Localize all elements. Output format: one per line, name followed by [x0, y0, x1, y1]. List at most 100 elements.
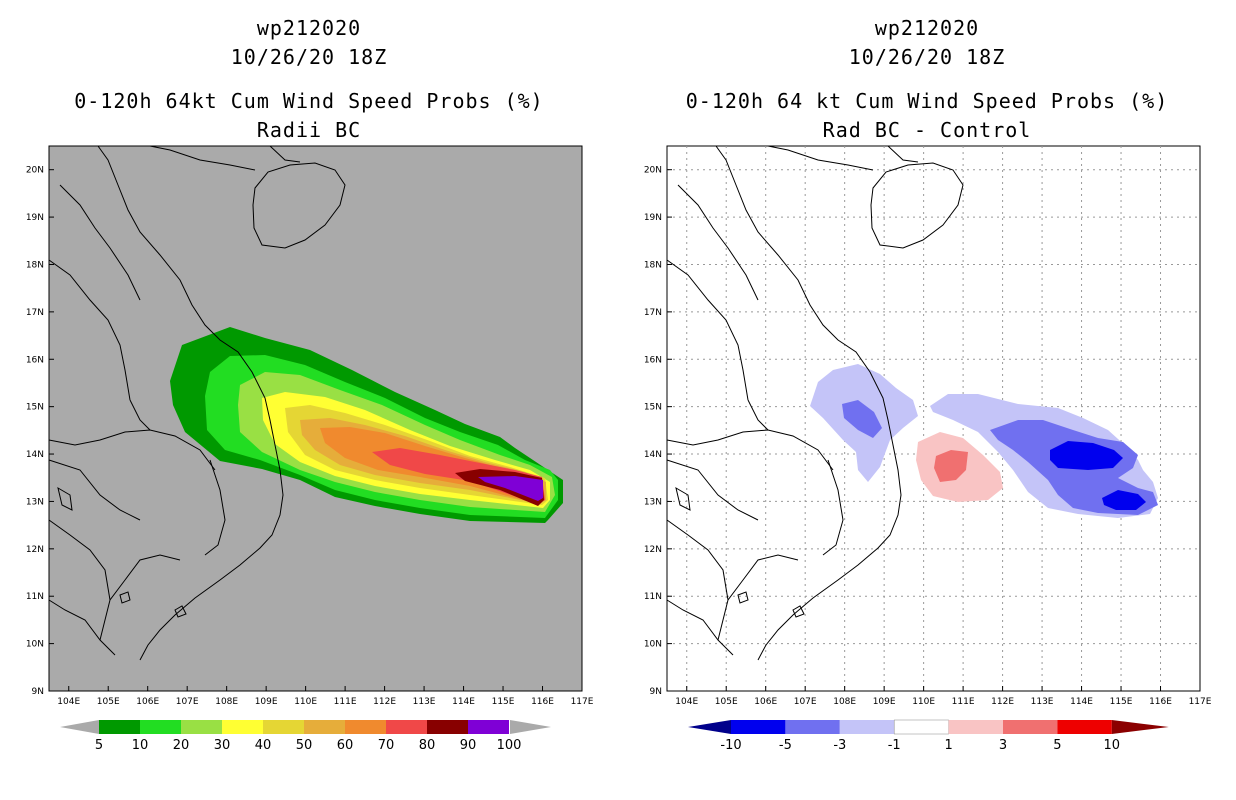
- right-colorbar-labels: -10 -5 -3 -1 1 3 5 10: [720, 738, 1120, 753]
- diff-neg5-east-upper: [1050, 441, 1123, 470]
- lat-tick-label: 16N: [26, 355, 44, 365]
- right-difference-contours: [810, 364, 1158, 518]
- left-colorbar-label: 30: [214, 738, 231, 753]
- left-axis-labels: 104E 105E 106E 107E 108E 109E 110E 111E 112E 113E…: [26, 166, 594, 707]
- lat-tick-label: 9N: [650, 687, 662, 697]
- coastline-segment: [252, 162, 346, 249]
- left-colorbar-label: 60: [337, 738, 354, 753]
- coastline-segment: [174, 605, 187, 618]
- left-map: 104E 105E 106E 107E 108E 109E 110E 111E 112E 113E…: [26, 145, 594, 753]
- lon-tick-label: 110E: [912, 697, 935, 707]
- lat-tick-label: 19N: [26, 213, 44, 223]
- left-colorbar-label: 40: [255, 738, 272, 753]
- coastline-segment: [57, 486, 73, 511]
- right-colorbar-label: 3: [999, 738, 1007, 753]
- coastline-segment: [269, 145, 301, 163]
- coastline-segment: [48, 599, 116, 656]
- left-colorbar-boxes: [99, 720, 509, 734]
- right-map-background: [666, 145, 1201, 692]
- lon-tick-label: 116E: [1149, 697, 1172, 707]
- right-colorbar-label: -10: [720, 738, 741, 753]
- lat-tick-label: 10N: [26, 640, 44, 650]
- contour-90: [478, 476, 543, 501]
- left-colorbar-labels: 5 10 20 30 40 50 60 70 80 90 100: [95, 738, 522, 753]
- left-datetime: 10/26/20 18Z: [230, 45, 388, 69]
- coastline-segment: [870, 162, 964, 249]
- coastline-segment: [666, 429, 834, 471]
- right-colorbar-box: [785, 720, 840, 734]
- coastline-segment: [666, 519, 729, 601]
- coastline-segment: [119, 591, 131, 604]
- coastline-segment: [129, 399, 151, 431]
- lat-tick-label: 11N: [26, 592, 44, 602]
- right-axis-labels: 104E 105E 106E 107E 108E 109E 110E 111E 112E 113E…: [644, 166, 1212, 707]
- left-colorbar-box: [263, 720, 304, 734]
- lon-tick-label: 117E: [1189, 697, 1212, 707]
- coastline-segment: [48, 259, 131, 401]
- right-map: 104E 105E 106E 107E 108E 109E 110E 111E 112E 113E…: [644, 145, 1212, 753]
- coastline-segment: [48, 429, 216, 471]
- left-colorbar-label: 20: [173, 738, 190, 753]
- right-colorbar-box: [839, 720, 895, 734]
- coastline-segment: [149, 145, 256, 171]
- lat-tick-label: 17N: [644, 308, 662, 318]
- lon-tick-label: 115E: [1110, 697, 1133, 707]
- left-colorbar: 5 10 20 30 40 50 60 70 80 90 100: [60, 720, 551, 753]
- left-colorbar-label: 90: [460, 738, 477, 753]
- lon-tick-label: 108E: [833, 697, 856, 707]
- lon-tick-label: 111E: [952, 697, 975, 707]
- coastline-segment: [747, 399, 769, 431]
- lon-tick-label: 111E: [334, 697, 357, 707]
- lon-tick-label: 114E: [1070, 697, 1093, 707]
- lat-tick-label: 12N: [26, 545, 44, 555]
- lon-tick-label: 104E: [57, 697, 80, 707]
- left-colorbar-label: 80: [419, 738, 436, 753]
- lat-tick-label: 10N: [644, 640, 662, 650]
- lon-tick-label: 109E: [255, 697, 278, 707]
- left-colorbar-box: [222, 720, 263, 734]
- lat-tick-label: 18N: [644, 260, 662, 270]
- lon-tick-label: 107E: [794, 697, 817, 707]
- right-colorbar-label: -3: [833, 738, 846, 753]
- right-colorbar-label: 5: [1053, 738, 1061, 753]
- lon-tick-label: 113E: [1031, 697, 1054, 707]
- right-colorbar-label: 1: [944, 738, 952, 753]
- lon-tick-label: 115E: [492, 697, 515, 707]
- left-colorbar-label: 50: [296, 738, 313, 753]
- left-panel: wp212020 10/26/20 18Z 0-120h 64kt Cum Wi…: [26, 16, 594, 753]
- coastline-segment: [59, 184, 141, 301]
- left-storm-id: wp212020: [256, 16, 362, 40]
- left-coastlines: [48, 145, 346, 661]
- right-coastlines: [666, 145, 964, 661]
- coastline-segment: [666, 259, 749, 401]
- left-colorbar-label: 5: [95, 738, 103, 753]
- lat-tick-label: 16N: [644, 355, 662, 365]
- right-colorbar-box: [1057, 720, 1112, 734]
- right-colorbar-box: [1003, 720, 1058, 734]
- lat-tick-label: 17N: [26, 308, 44, 318]
- lat-tick-label: 14N: [26, 450, 44, 460]
- lon-tick-label: 105E: [97, 697, 120, 707]
- lon-tick-label: 112E: [373, 697, 396, 707]
- coastline-segment: [677, 184, 759, 301]
- left-colorbar-box: [345, 720, 386, 734]
- left-colorbar-box: [140, 720, 181, 734]
- right-colorbar-low-arrow: [688, 720, 731, 734]
- coastline-segment: [887, 145, 919, 163]
- right-colorbar-box: [893, 719, 949, 735]
- left-colorbar-label: 10: [132, 738, 149, 753]
- lon-tick-label: 110E: [294, 697, 317, 707]
- left-colorbar-box: [427, 720, 468, 734]
- right-subtitle: Rad BC - Control: [822, 118, 1032, 142]
- coastline-segment: [792, 605, 805, 618]
- coastline-segment: [48, 459, 141, 521]
- coastline-segment: [97, 145, 284, 661]
- lat-tick-label: 20N: [26, 166, 44, 176]
- left-subtitle: Radii BC: [256, 118, 362, 142]
- diff-neg5-east-lower: [1102, 490, 1146, 510]
- left-colorbar-label: 70: [378, 738, 395, 753]
- coastline-segment: [666, 599, 734, 656]
- coastline-segment: [99, 554, 181, 641]
- lon-tick-label: 114E: [452, 697, 475, 707]
- lat-tick-label: 12N: [644, 545, 662, 555]
